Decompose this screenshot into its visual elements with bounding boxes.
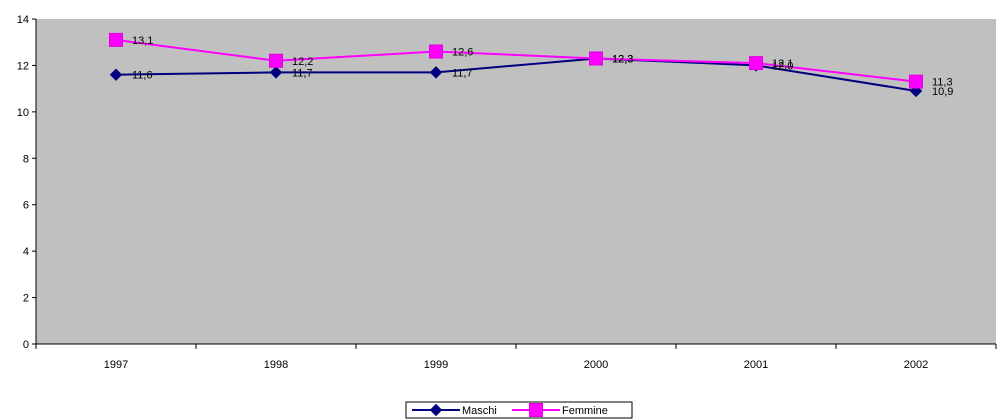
- y-tick-label: 4: [23, 246, 29, 258]
- data-point-femmine: [909, 74, 923, 89]
- data-label-maschi: 12,3: [612, 53, 633, 65]
- series-line-femmine: [115, 38, 917, 83]
- legend-label-maschi: Maschi: [462, 405, 497, 417]
- x-tick-label: 2001: [744, 359, 768, 371]
- data-point-femmine: [589, 51, 603, 66]
- y-tick-label: 0: [23, 339, 29, 351]
- data-label-maschi: 11,7: [452, 67, 473, 79]
- data-label-femmine: 12,1: [772, 58, 793, 70]
- data-label-femmine: 12,6: [452, 47, 473, 59]
- axes: 0 2 4 6 8 10 12 14 1997 1998 1999 2000 2001 2002: [17, 14, 997, 371]
- data-point-femmine: [269, 53, 283, 68]
- data-label-maschi: 11,7: [292, 67, 313, 79]
- data-point-femmine: [109, 32, 123, 47]
- data-point-femmine: [749, 56, 763, 71]
- data-label-maschi: 10,9: [932, 86, 953, 98]
- y-tick-label: 2: [23, 293, 29, 305]
- legend: Maschi Femmine: [405, 401, 633, 419]
- data-point-maschi: [429, 66, 443, 79]
- data-label-femmine: 12,2: [292, 56, 313, 68]
- data-point-maschi: [269, 66, 283, 79]
- data-label-femmine: 13,1: [132, 35, 153, 47]
- data-point-femmine: [429, 44, 443, 59]
- series-line-maschi: [115, 57, 917, 92]
- series-layer: [109, 32, 923, 98]
- y-tick-label: 10: [17, 107, 29, 119]
- x-tick-label: 2000: [584, 359, 608, 371]
- data-label-femmine: 11,3: [932, 77, 953, 89]
- data-labels: 11,6 11,7 11,712,312,010,913,112,212,612,3…: [132, 35, 953, 98]
- y-tick-label: 8: [23, 153, 29, 165]
- data-point-maschi: [109, 68, 123, 81]
- y-tick-label: 14: [17, 14, 29, 26]
- x-tick-label: 2002: [904, 359, 928, 371]
- legend-label-femmine: Femmine: [562, 405, 608, 417]
- x-tick-label: 1997: [104, 359, 128, 371]
- legend-marker-maschi: [429, 403, 443, 417]
- x-tick-label: 1999: [424, 359, 448, 371]
- data-label-femmine: 12,3: [612, 53, 633, 65]
- plot-area: [36, 19, 996, 344]
- data-label-maschi: 11,6: [132, 70, 153, 82]
- y-tick-label: 6: [23, 200, 29, 212]
- y-tick-label: 12: [17, 60, 29, 72]
- legend-marker-femmine: [529, 403, 543, 417]
- x-tick-label: 1998: [264, 359, 288, 371]
- data-label-maschi: 12,0: [772, 60, 793, 72]
